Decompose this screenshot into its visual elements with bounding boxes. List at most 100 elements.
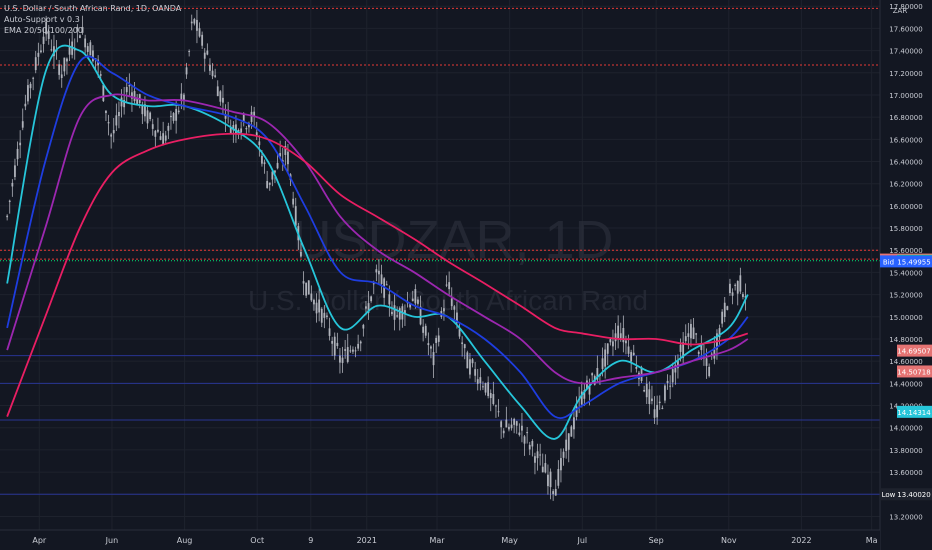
price-label-name: Bid [883,258,894,266]
low-price-label: Low 13.40020 [880,488,932,501]
candle-body [375,269,378,273]
candle-body [560,458,562,471]
candle-body [726,306,729,310]
horizontal-levels [0,7,880,495]
candle-body [505,419,508,428]
candle-body [456,312,458,323]
candle-body [622,327,625,343]
candle-body [206,50,209,55]
candle-body [68,46,71,55]
candle-body [45,21,48,35]
candle-body [328,328,331,336]
time-tick-label: Sep [649,536,664,545]
price-tick-label: 17.00000 [889,92,922,100]
indicator-ema[interactable]: EMA 20/50/100/200 [4,26,83,35]
candle-body [713,347,716,359]
time-tick-label: May [501,536,518,545]
price-tick-label: 14.00000 [889,425,922,433]
candle-body [731,292,734,296]
candle-body [515,421,518,426]
candle-body [552,491,555,495]
candle-body [632,352,635,355]
price-tick-label: 14.60000 [889,358,922,366]
candle-body [305,282,308,296]
price-tick-label: 16.00000 [889,203,922,211]
candle-body [466,352,469,369]
candle-body [279,153,282,157]
candle-body [658,401,661,404]
candle-body [583,390,586,399]
price-label-box [897,365,932,378]
ema-200-line [6,132,749,417]
candle-body [245,128,248,130]
candle-body [596,368,599,380]
candle-body [131,92,133,99]
candle-body [443,308,445,312]
candle-body [690,323,692,339]
candle-body [424,325,427,336]
price-tick-label: 15.60000 [889,247,922,255]
candle-body [591,373,594,376]
price-tick-label: 16.80000 [889,114,922,122]
price-label-tag [880,488,897,501]
candle-body [323,312,326,318]
candle-body [201,34,204,46]
candle-body [528,444,531,450]
candle-body [526,432,529,434]
candle-body [219,91,222,102]
price-axis[interactable] [880,0,932,550]
candle-body [671,369,674,383]
candle-body [292,198,295,205]
price-label-box [897,344,932,357]
candle-body [531,441,534,447]
candle-body [63,57,66,72]
candle-body [81,26,84,33]
price-label-box [897,255,932,268]
candle-body [489,393,492,399]
candle-body [284,145,287,155]
candle-body [723,302,726,317]
candle-body [235,124,237,134]
candle-body [422,326,425,333]
candle-body [336,342,339,347]
candle-body [47,30,50,39]
time-axis[interactable] [0,530,880,550]
price-label-value: 13.40020 [897,491,930,499]
candle-body [630,352,633,362]
candle-body [320,308,323,323]
candle-body [502,430,505,434]
candle-body [190,21,193,24]
candle-body [445,284,448,286]
candle-body [29,83,32,89]
candle-body [664,385,666,401]
candle-body [8,200,11,202]
ema-20-price-label: 14.14314 [897,405,932,418]
candle-body [37,52,40,57]
ema-100-line [6,93,749,385]
price-label-name: Low [882,491,896,499]
time-tick-label: 9 [308,536,313,545]
candle-body [79,35,81,38]
candle-body [242,113,245,122]
candle-body [274,170,276,173]
candle-body [53,46,55,57]
candle-body [146,110,149,124]
candle-body [645,383,648,398]
candle-body [339,355,341,363]
candle-body [349,350,352,352]
watermark-symbol: USDZAR, 1D [292,210,613,270]
candle-body [6,215,9,218]
candle-body [164,135,167,141]
candle-body [151,124,154,129]
time-tick-label: Oct [250,536,264,545]
price-tick-label: 13.60000 [889,469,922,477]
candle-body [544,463,547,473]
price-label-value: 14.69507 [897,348,930,356]
price-tick-label: 16.40000 [889,159,922,167]
indicator-auto-support[interactable]: Auto-Support v 0.3 [4,15,80,24]
symbol-title[interactable]: U.S. Dollar / South African Rand, 1D, OA… [4,4,182,13]
candle-body [300,251,302,257]
candle-body [588,386,591,395]
